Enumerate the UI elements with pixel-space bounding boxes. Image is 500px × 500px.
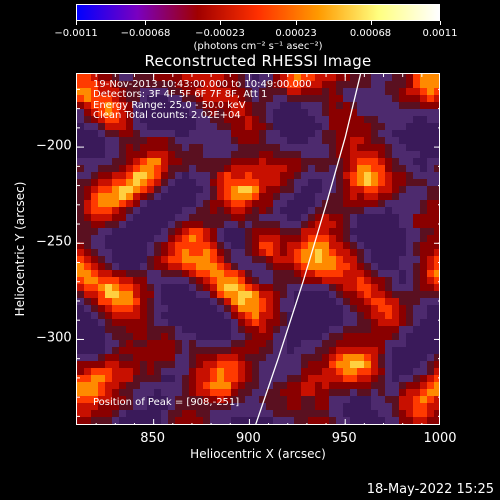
- colorbar-tick-mark: [219, 21, 221, 25]
- x-axis-label: Heliocentric X (arcsec): [190, 447, 326, 461]
- colorbar-tick-label: 0.00068: [349, 28, 392, 39]
- time-range-annotation: 19-Nov-2013 10:43:00.000 to 10:49:00.000: [93, 79, 312, 90]
- colorbar-tick-mark: [370, 21, 372, 25]
- x-tick-label: 1000: [423, 431, 457, 446]
- detectors-annotation: Detectors: 3F 4F 5F 6F 7F 8F, Att 1: [93, 89, 268, 100]
- y-tick-label: −250: [36, 234, 72, 250]
- heatmap-image: [77, 74, 439, 424]
- solar-limb-line: [255, 74, 362, 424]
- clean-counts-annotation: Clean Total counts: 2.02E+04: [93, 110, 241, 121]
- x-tick-label: 950: [331, 431, 357, 446]
- x-tick-label: 850: [140, 431, 166, 446]
- footer-date: 18-May-2022 15:25: [366, 482, 494, 497]
- colorbar-tick-label: −0.00068: [120, 28, 171, 39]
- colorbar-tick-label: 0.0011: [422, 28, 458, 39]
- x-tick-label: 900: [235, 431, 261, 446]
- colorbar-tick-label: −0.00023: [195, 28, 245, 39]
- peak-position-annotation: Position of Peak = [908,-251]: [93, 397, 240, 408]
- colorbar-unit-label: (photons cm⁻² s⁻¹ asec⁻²): [193, 41, 323, 52]
- chart-title: Reconstructed RHESSI Image: [144, 52, 372, 70]
- colorbar-tick-mark: [145, 21, 147, 25]
- y-tick-label: −300: [36, 330, 72, 346]
- energy-range-annotation: Energy Range: 25.0 - 50.0 keV: [93, 100, 246, 111]
- colorbar-tick-label: 0.00023: [275, 28, 317, 39]
- colorbar: [76, 4, 440, 21]
- colorbar-tick-mark: [296, 21, 298, 25]
- y-axis-label: Heliocentric Y (arcsec): [13, 181, 27, 317]
- colorbar-tick-label: −0.0011: [54, 28, 98, 39]
- colorbar-tick-mark: [76, 21, 77, 25]
- colorbar-tick-mark: [440, 21, 441, 25]
- y-tick-label: −200: [36, 138, 72, 154]
- plot-area: [76, 73, 440, 425]
